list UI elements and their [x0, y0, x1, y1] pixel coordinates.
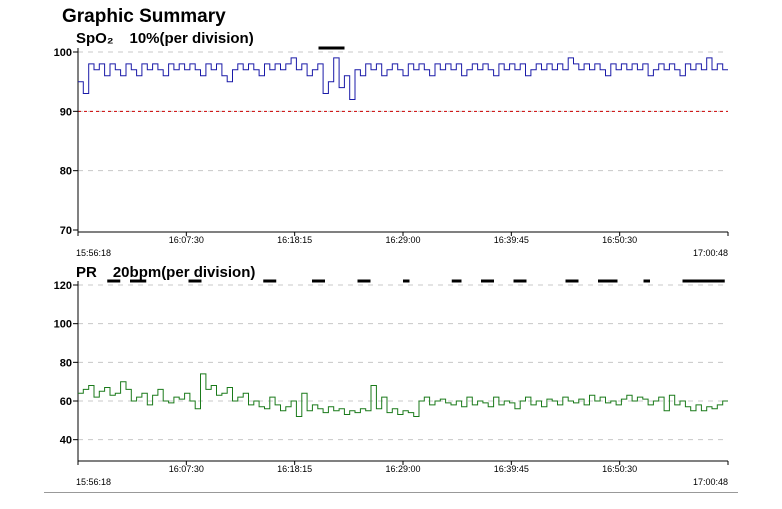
spo2-x-tick-label: 16:18:15: [277, 235, 312, 245]
spo2-series-line: [78, 57, 728, 100]
spo2-x-tick-label: 15:56:18: [76, 248, 111, 258]
pr-y-tick-label: 40: [60, 435, 72, 447]
spo2-x-tick-label: 17:00:48: [693, 248, 728, 258]
pr-chart: 40 60 80 100 120 15:56:18 16:07:30 16:18:15 16:2…: [54, 279, 729, 487]
pr-x-tick-label: 17:00:48: [693, 477, 728, 487]
page-title: Graphic Summary: [62, 6, 226, 27]
footer-divider: [44, 492, 738, 493]
pr-x-tick-label: 16:39:45: [494, 464, 529, 474]
spo2-x-tick-label: 16:50:30: [602, 235, 637, 245]
pr-y-tick-label: 80: [60, 357, 72, 369]
spo2-param-label: SpO₂: [76, 30, 114, 47]
spo2-chart-label: SpO₂ 10%(per division): [76, 30, 254, 47]
spo2-scale-label: 10%(per division): [129, 30, 254, 47]
pr-x-tick-label: 15:56:18: [76, 477, 111, 487]
pr-y-tick-label: 60: [60, 396, 72, 408]
pr-y-tick-label: 120: [54, 280, 72, 292]
pr-x-tick-label: 16:29:00: [385, 464, 420, 474]
pr-series-line: [78, 373, 728, 417]
spo2-y-tick-label: 90: [60, 106, 72, 118]
spo2-chart: 70 80 90 100 15:56:18 16:07:30 16:18:15 16:29:0…: [54, 46, 729, 258]
pr-scale-label: 20bpm(per division): [112, 264, 256, 281]
pr-param-label: PR: [76, 264, 97, 281]
spo2-x-tick-label: 16:07:30: [169, 235, 204, 245]
pr-chart-label: PR 20bpm(per division): [76, 264, 255, 281]
pr-x-tick-label: 16:50:30: [602, 464, 637, 474]
pr-x-tick-label: 16:18:15: [277, 464, 312, 474]
pr-y-tick-label: 100: [54, 319, 72, 331]
spo2-y-tick-label: 100: [54, 47, 72, 59]
spo2-y-tick-label: 80: [60, 166, 72, 178]
spo2-y-tick-label: 70: [60, 225, 72, 237]
pr-x-tick-label: 16:07:30: [169, 464, 204, 474]
spo2-x-tick-label: 16:29:00: [385, 235, 420, 245]
spo2-x-tick-label: 16:39:45: [494, 235, 529, 245]
